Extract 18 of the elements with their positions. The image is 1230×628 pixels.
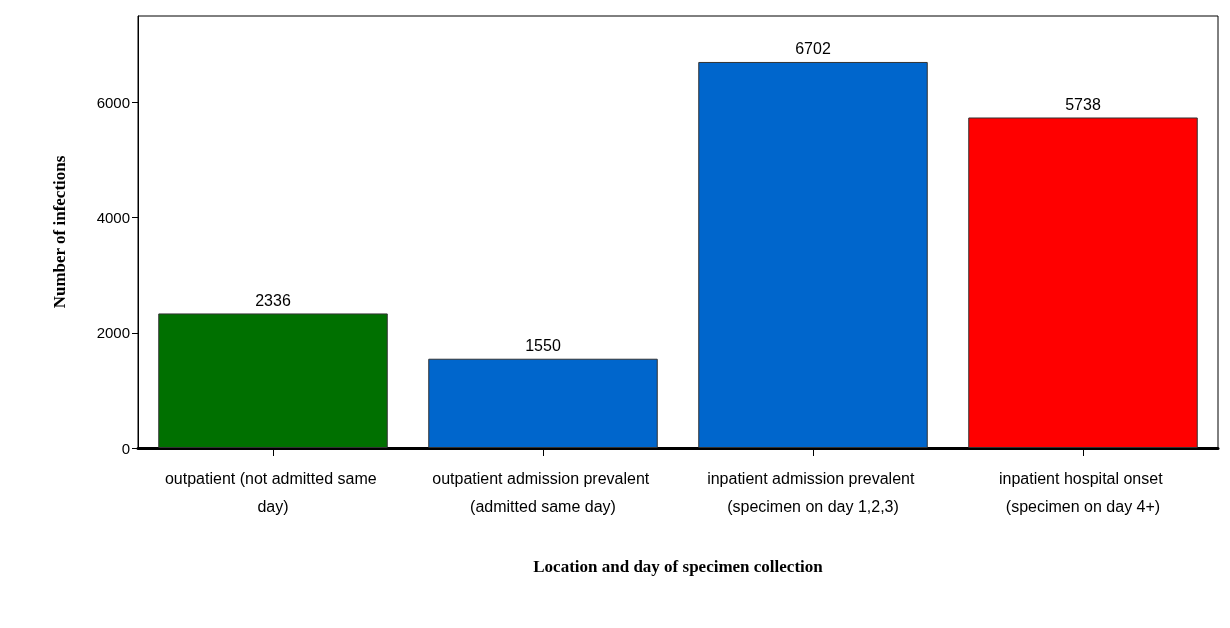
y-axis-title: Number of infections (50, 155, 69, 309)
y-tick-label: 4000 (96, 209, 130, 227)
x-tick-label: outpatient (not admitted same day) (164, 469, 382, 515)
bar (698, 61, 928, 448)
bar (428, 358, 658, 448)
data-label: 1550 (525, 337, 561, 355)
y-tick-label: 0 (121, 439, 130, 457)
y-tick-label: 6000 (96, 93, 130, 111)
y-tick-label: 2000 (96, 324, 130, 342)
data-label: 2336 (255, 291, 291, 309)
bar (158, 313, 388, 448)
data-label: 6702 (795, 40, 831, 58)
x-axis-title: Location and day of specimen collection (533, 557, 824, 576)
data-label: 5738 (1065, 95, 1101, 113)
x-tick-label: outpatient admission prevalent (admitted same day) (432, 469, 654, 515)
bar (968, 117, 1198, 448)
x-tick-label: inpatient hospital onset (specimen on day 4+) (998, 469, 1168, 515)
x-tick-label: inpatient admission prevalent (specimen on day 1,2,3) (707, 469, 919, 515)
